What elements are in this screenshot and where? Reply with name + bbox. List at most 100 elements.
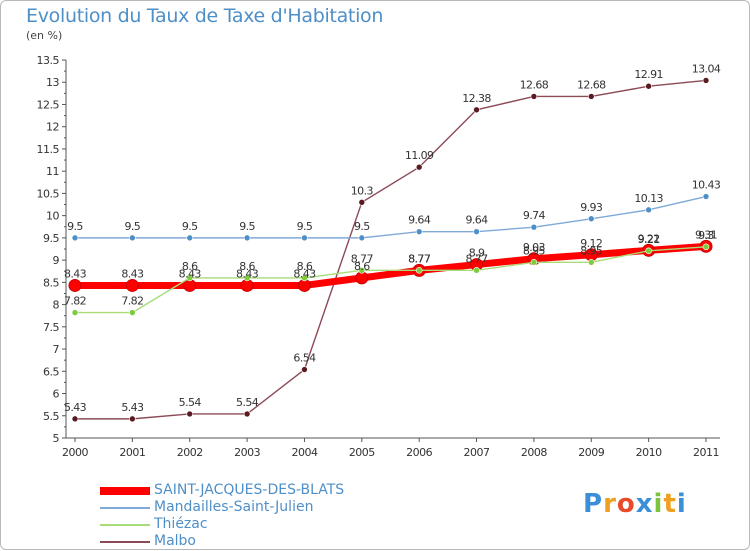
data-label: 9.93 [580, 201, 603, 214]
logo-letter: i [676, 489, 687, 519]
x-tick-label: 2007 [464, 446, 490, 459]
series-line-0 [71, 242, 710, 289]
data-point [645, 82, 652, 90]
legend-swatch [100, 541, 150, 543]
data-label: 9.5 [297, 220, 313, 233]
series-line-1 [74, 195, 707, 239]
data-label: 13.04 [692, 62, 721, 75]
x-tick-label: 2000 [62, 446, 88, 459]
data-label: 12.91 [634, 68, 663, 81]
chart-title: Evolution du Taux de Taxe d'Habitation [26, 5, 384, 27]
y-tick-label: 5.5 [43, 410, 59, 423]
data-point [186, 274, 194, 282]
data-point [297, 278, 311, 292]
data-label: 9.5 [182, 220, 198, 233]
y-tick-label: 9.5 [43, 232, 59, 245]
data-point [358, 267, 366, 274]
data-point [125, 278, 139, 292]
y-tick-label: 7 [53, 343, 60, 356]
y-tick-label: 11.5 [37, 143, 60, 156]
data-point [473, 267, 480, 274]
data-point [301, 234, 308, 242]
data-point [129, 415, 136, 423]
y-tick-label: 6 [53, 388, 60, 401]
data-point [702, 243, 710, 251]
data-point [645, 206, 652, 214]
data-label: 12.38 [462, 92, 491, 105]
data-point [530, 93, 538, 100]
data-label: 9.3 [698, 229, 714, 242]
y-tick-label: 8 [53, 299, 60, 312]
data-point [358, 234, 366, 242]
logo-letter: i [653, 489, 664, 519]
data-label: 9.21 [638, 233, 660, 246]
data-label: 8.6 [182, 260, 198, 273]
data-label: 10.13 [634, 192, 663, 205]
x-tick-label: 2004 [291, 446, 317, 459]
data-label: 5.54 [179, 396, 202, 409]
series-line-3 [74, 79, 707, 420]
data-label: 9.64 [465, 214, 488, 227]
data-point [301, 274, 308, 282]
data-point [530, 223, 538, 231]
data-point [587, 215, 595, 223]
data-label: 8.43 [236, 267, 259, 280]
data-label: 11.09 [405, 149, 434, 162]
x-tick-label: 2008 [521, 446, 547, 459]
series-line-2 [74, 246, 707, 314]
data-label: 9.5 [125, 220, 141, 233]
data-label: 8.77 [408, 252, 431, 265]
data-label: 8.95 [580, 244, 603, 257]
data-label: 9.12 [580, 237, 602, 250]
legend-label: Mandailles-Saint-Julien [154, 499, 314, 515]
x-tick-label: 2009 [578, 446, 604, 459]
data-point [68, 278, 82, 292]
legend-label: Thiézac [154, 516, 208, 532]
data-label: 8.43 [64, 267, 87, 280]
data-label: 8.9 [469, 247, 485, 260]
y-tick-label: 10.5 [37, 187, 60, 200]
data-label: 8.77 [351, 252, 374, 265]
y-tick-label: 5 [53, 432, 60, 445]
data-label: 10.43 [692, 179, 721, 192]
data-label: 9.22 [638, 232, 660, 245]
data-point [415, 267, 423, 274]
data-label: 9.03 [523, 241, 546, 254]
data-point [71, 234, 79, 242]
data-label: 8.43 [179, 267, 202, 280]
data-point [129, 309, 136, 316]
y-tick-label: 9 [53, 254, 60, 267]
y-tick-label: 13.5 [37, 54, 60, 67]
x-tick-label: 2003 [234, 446, 260, 459]
data-label: 9.5 [354, 220, 370, 233]
data-point [473, 228, 480, 235]
data-label: 8.43 [121, 267, 144, 280]
y-tick-label: 8.5 [43, 276, 59, 289]
legend-swatch [100, 524, 150, 526]
data-label: 6.54 [293, 352, 316, 365]
data-label: 9.31 [695, 228, 717, 241]
legend-swatch [100, 507, 150, 509]
x-tick-label: 2002 [177, 446, 203, 459]
data-point [702, 193, 710, 200]
data-label: 8.6 [354, 260, 370, 273]
x-tick-label: 2005 [349, 446, 375, 459]
data-point [358, 199, 366, 206]
data-point [129, 234, 136, 242]
x-tick-label: 2010 [636, 446, 662, 459]
y-tick-label: 11 [46, 165, 59, 178]
data-label: 5.54 [236, 396, 259, 409]
y-tick-label: 12 [46, 121, 59, 134]
data-point [243, 234, 251, 242]
data-label: 5.43 [64, 401, 87, 414]
x-tick-label: 2006 [406, 446, 432, 459]
proxiti-logo: Proxiti [583, 489, 687, 519]
data-point [530, 259, 538, 266]
chart-subtitle: (en %) [26, 29, 63, 42]
y-tick-label: 13 [46, 76, 59, 89]
data-label: 12.68 [520, 78, 549, 91]
data-label: 5.43 [121, 401, 144, 414]
data-point [415, 163, 423, 171]
data-label: 9.64 [408, 214, 431, 227]
